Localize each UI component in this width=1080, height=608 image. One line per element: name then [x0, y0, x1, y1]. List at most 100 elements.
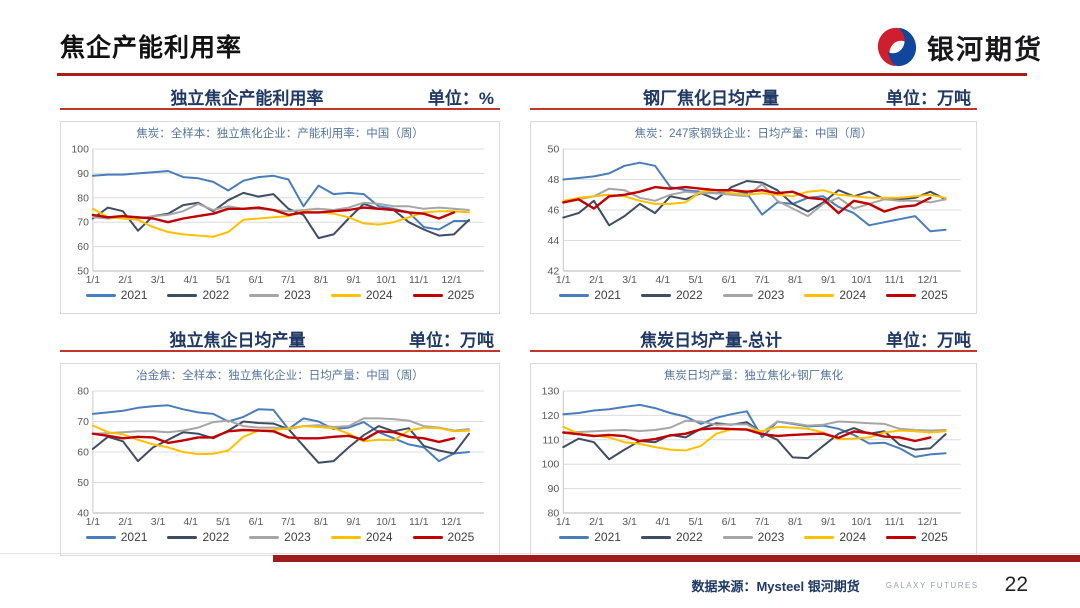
footer-hairline	[0, 553, 1080, 554]
legend-label: 2021	[120, 288, 148, 302]
chart-subtitle: 焦炭：247家钢铁企业：日均产量：中国（周）	[634, 128, 873, 140]
legend-label: 2022	[202, 288, 230, 302]
legend-label: 2025	[447, 288, 475, 302]
legend-item: 2021	[85, 288, 148, 302]
svg-text:9/1: 9/1	[821, 516, 836, 528]
line-chart-svg: 42 44 46 48 50 1/1 2/1 3/1 4/1 5/1 6/1 7/1 8/1 9/1 10/…	[547, 144, 961, 286]
chart-section-total-coke-output: 焦炭日均产量-总计 单位：万吨 焦炭日均产量：独立焦化+钢厂焦化 80 90 100…	[530, 326, 977, 556]
section-unit: 单位：%	[427, 89, 494, 108]
svg-text:7/1: 7/1	[755, 274, 770, 286]
section-title: 独立焦企产能利用率	[170, 89, 324, 108]
legend-item: 2024	[804, 288, 866, 302]
legend-item: 2022	[167, 530, 229, 544]
legend-label: 2025	[921, 530, 948, 544]
legend-swatch	[412, 293, 443, 297]
section-underline	[60, 108, 500, 110]
svg-text:3/1: 3/1	[622, 274, 637, 286]
legend-label: 2022	[202, 530, 230, 544]
legend-swatch	[640, 535, 671, 539]
legend-label: 2025	[921, 288, 948, 302]
svg-text:5/1: 5/1	[216, 275, 231, 286]
svg-text:6/1: 6/1	[249, 517, 264, 528]
svg-text:9/1: 9/1	[821, 274, 836, 286]
chart-panel: 焦炭：全样本：独立焦化企业：产能利用率：中国（周） 50 60 70 80 90 100 1…	[60, 121, 500, 314]
svg-text:80: 80	[547, 508, 559, 520]
svg-text:6/1: 6/1	[722, 516, 737, 528]
line-chart: 42 44 46 48 50 1/1 2/1 3/1 4/1 5/1 6/1 7/1 8/1 9/1 10/…	[536, 142, 971, 286]
svg-text:3/1: 3/1	[151, 275, 166, 286]
legend-item: 2025	[886, 530, 948, 544]
legend-item: 2022	[640, 530, 703, 544]
svg-text:130: 130	[542, 386, 560, 398]
line-chart-svg: 80 90 100 110 120 130 1/1 2/1 3/1 4/1 5/1 6/1 7/1 8/1…	[542, 386, 961, 528]
legend-label: 2022	[675, 288, 703, 302]
svg-text:60: 60	[77, 242, 89, 253]
legend-label: 2023	[757, 288, 785, 302]
svg-text:90: 90	[77, 169, 89, 180]
legend-label: 2021	[120, 530, 148, 544]
legend-item: 2025	[412, 288, 475, 302]
svg-text:8/1: 8/1	[314, 275, 329, 286]
legend-swatch	[85, 293, 116, 297]
svg-text:50: 50	[77, 266, 89, 277]
svg-text:12/1: 12/1	[917, 274, 938, 286]
svg-text:100: 100	[542, 459, 560, 471]
legend-swatch	[330, 535, 361, 539]
svg-text:90: 90	[547, 483, 559, 495]
section-heading: 焦炭日均产量-总计 单位：万吨	[530, 326, 977, 350]
chart-legend: 2021 2022 2023 2024 2025	[66, 286, 494, 304]
legend-item: 2023	[249, 530, 311, 544]
svg-text:8/1: 8/1	[788, 274, 803, 286]
legend-item: 2023	[722, 288, 785, 302]
legend-swatch	[167, 293, 198, 297]
legend-label: 2024	[365, 530, 393, 544]
svg-text:50: 50	[547, 144, 559, 156]
legend-label: 2023	[284, 530, 311, 544]
legend-item: 2021	[85, 530, 148, 544]
svg-text:12/1: 12/1	[441, 517, 462, 528]
svg-text:11/1: 11/1	[885, 516, 905, 528]
legend-swatch	[804, 535, 835, 539]
section-title: 钢厂焦化日均产量	[643, 89, 779, 108]
chart-section-independent-coker-output: 独立焦企日均产量 单位：万吨 冶金焦：全样本：独立焦化企业：日均产量：中国（周）…	[60, 326, 500, 556]
page-title: 焦企产能利用率	[60, 34, 243, 62]
section-title: 焦炭日均产量-总计	[640, 331, 782, 350]
svg-text:1/1: 1/1	[86, 517, 101, 528]
legend-label: 2023	[757, 530, 785, 544]
logo-text: 银河期货	[927, 34, 1043, 65]
logo: 银河期货	[876, 26, 1043, 68]
legend-swatch	[886, 293, 917, 297]
legend-swatch	[722, 293, 753, 297]
section-title: 独立焦企日均产量	[169, 331, 306, 350]
section-unit: 单位：万吨	[886, 89, 971, 108]
svg-text:10/1: 10/1	[851, 274, 872, 286]
chart-panel: 焦炭日均产量：独立焦化+钢厂焦化 80 90 100 110 120 130 1/1 2/1 3…	[530, 363, 977, 556]
legend-swatch	[559, 535, 590, 539]
legend-item: 2024	[330, 288, 393, 302]
chart-section-steel-mill-output: 钢厂焦化日均产量 单位：万吨 焦炭：247家钢铁企业：日均产量：中国（周） 42…	[530, 84, 977, 314]
page-number: 22	[1004, 573, 1028, 596]
svg-text:11/1: 11/1	[409, 517, 429, 528]
legend-label: 2022	[675, 530, 703, 544]
legend-label: 2024	[365, 288, 393, 302]
section-heading: 钢厂焦化日均产量 单位：万吨	[530, 84, 977, 108]
svg-text:6/1: 6/1	[722, 274, 737, 286]
section-heading: 独立焦企产能利用率 单位：%	[60, 84, 500, 108]
svg-text:8/1: 8/1	[788, 516, 803, 528]
svg-text:3/1: 3/1	[151, 517, 166, 528]
chart-panel: 冶金焦：全样本：独立焦化企业：日均产量：中国（周） 40 50 60 70 80 1/1 2…	[60, 363, 500, 556]
legend-item: 2023	[722, 530, 785, 544]
legend-label: 2023	[284, 288, 311, 302]
legend-item: 2022	[167, 288, 229, 302]
svg-text:3/1: 3/1	[622, 516, 637, 528]
legend-label: 2025	[447, 530, 475, 544]
legend-label: 2024	[839, 530, 867, 544]
section-unit: 单位：万吨	[886, 331, 971, 350]
legend-swatch	[249, 535, 280, 539]
svg-text:4/1: 4/1	[183, 275, 198, 286]
svg-text:120: 120	[542, 410, 560, 422]
legend-swatch	[330, 293, 361, 297]
svg-text:42: 42	[547, 266, 559, 278]
chart-grid: 独立焦企产能利用率 单位：% 焦炭：全样本：独立焦化企业：产能利用率：中国（周）…	[60, 84, 1027, 556]
